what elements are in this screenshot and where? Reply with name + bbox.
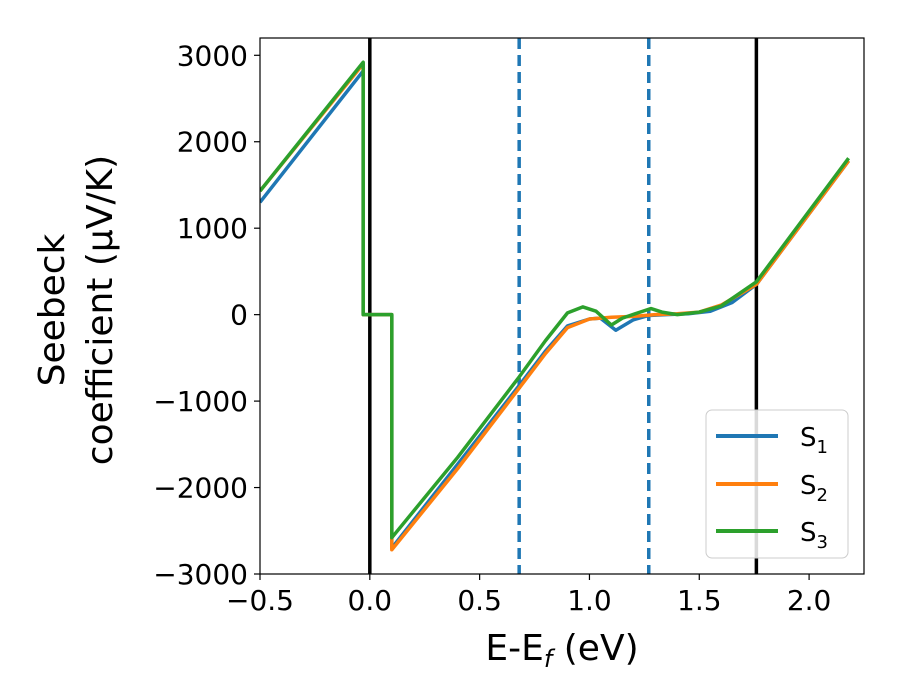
- y-axis-ticks: −3000 −2000 −1000 0 1000 2000 3000: [153, 39, 260, 591]
- legend-label-s1: S1: [800, 423, 828, 458]
- y-tick-label: −3000: [153, 558, 248, 591]
- y-tick-label: 2000: [177, 126, 248, 159]
- x-axis-label: E-Ef (eV): [485, 628, 638, 673]
- legend-label-s2: S2: [800, 471, 828, 506]
- x-tick-label: 1.5: [677, 584, 722, 617]
- y-tick-label: 0: [230, 299, 248, 332]
- y-tick-label: 3000: [177, 39, 248, 72]
- x-tick-label: 2.0: [787, 584, 832, 617]
- legend: S1 S2 S3: [705, 409, 849, 559]
- series-lines: [260, 60, 851, 552]
- x-axis-ticks: −0.5 0.0 0.5 1.0 1.5 2.0: [226, 574, 831, 617]
- x-tick-label: −0.5: [226, 584, 294, 617]
- series-line-s3: [260, 60, 851, 540]
- x-tick-label: 1.0: [567, 584, 612, 617]
- y-tick-label: 1000: [177, 212, 248, 245]
- y-axis-label-line1: Seebeck: [32, 233, 73, 386]
- y-tick-label: −1000: [153, 385, 248, 418]
- legend-label-s3: S3: [800, 518, 828, 553]
- y-tick-label: −2000: [153, 472, 248, 505]
- plot-frame: [259, 37, 865, 575]
- y-axis-label-line2: coefficient (μV/K): [80, 155, 121, 465]
- y-axis-label: Seebeck coefficient (μV/K): [32, 155, 121, 465]
- x-tick-label: 0.0: [348, 584, 393, 617]
- x-tick-label: 0.5: [457, 584, 502, 617]
